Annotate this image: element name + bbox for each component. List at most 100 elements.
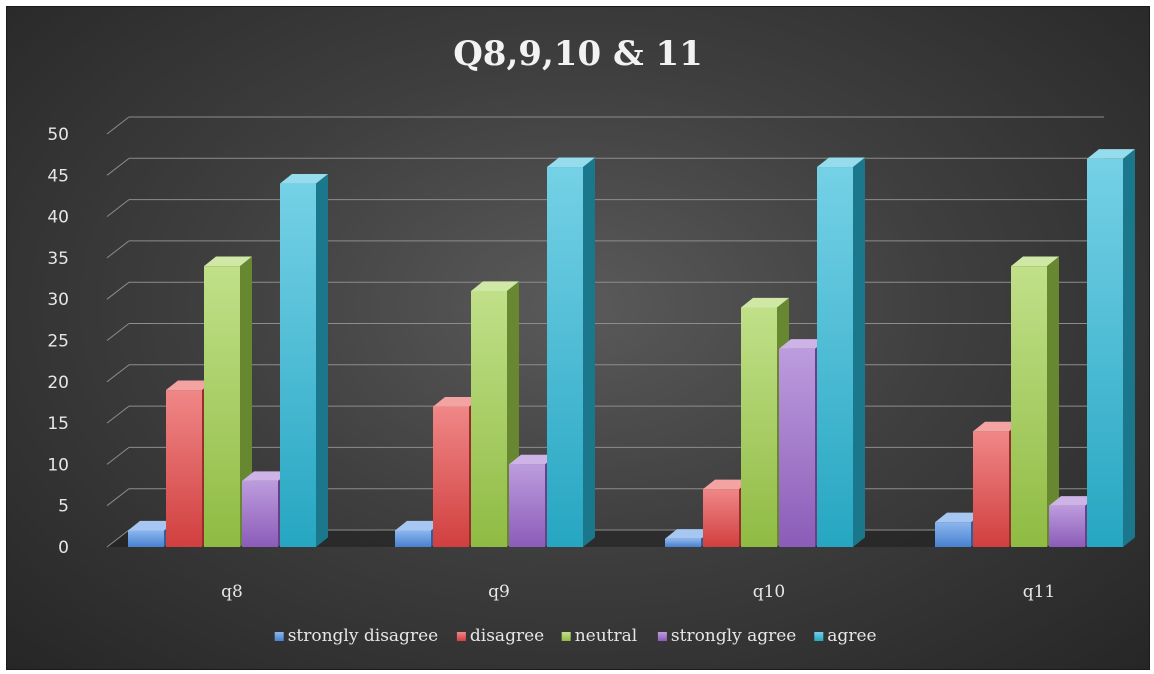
bar-front: [1049, 505, 1085, 547]
gridline-depth: [106, 157, 130, 176]
bar-top: [395, 520, 443, 531]
bar-front: [471, 290, 507, 547]
gridline: [106, 240, 1104, 259]
bar-top: [280, 173, 328, 184]
bar: [1087, 149, 1135, 547]
bar-side: [853, 157, 865, 547]
gridline-depth: [106, 281, 130, 300]
bar-front: [779, 348, 815, 547]
bars: [128, 149, 1135, 548]
bar-top: [509, 454, 557, 465]
bar-top: [128, 520, 176, 531]
bar-front: [509, 464, 545, 547]
gridline: [106, 364, 1104, 383]
gridline: [106, 281, 1104, 300]
bar-side: [583, 157, 595, 547]
bar-front: [280, 183, 316, 547]
bar: [547, 157, 595, 548]
bar-top: [547, 157, 595, 168]
legend-swatch: [274, 632, 284, 641]
y-tick-label: 20: [47, 373, 69, 393]
x-tick-label: q9: [488, 582, 510, 602]
legend-label: agree: [827, 626, 876, 646]
bar-top: [433, 396, 481, 407]
legend-item: strongly disagree: [274, 626, 439, 646]
legend-item: agree: [814, 626, 877, 646]
legend-label: neutral: [575, 626, 638, 646]
legend-item: neutral: [561, 626, 638, 646]
bar-front: [433, 406, 469, 547]
legend-swatch: [456, 632, 466, 641]
y-tick-label: 45: [47, 166, 69, 186]
bar-front: [128, 530, 164, 547]
bar-side: [240, 256, 252, 547]
legend-swatch: [814, 632, 824, 641]
bar-top: [166, 380, 214, 391]
bar-front: [665, 538, 701, 547]
gridline-depth: [106, 116, 130, 135]
bar-top: [1087, 149, 1135, 159]
x-axis: q8 q9 q10 q11: [221, 582, 1055, 602]
bar-top: [779, 339, 827, 349]
legend-swatch: [657, 632, 667, 641]
y-tick-label: 35: [47, 249, 69, 269]
gridline: [106, 157, 1104, 176]
gridline: [106, 199, 1104, 217]
gridline-depth: [106, 199, 130, 217]
gridline: [106, 116, 1104, 135]
bar-front: [935, 522, 971, 547]
y-tick-label: 0: [58, 538, 69, 558]
bar-front: [703, 489, 739, 547]
bar-front: [395, 530, 431, 547]
legend-item: strongly agree: [657, 626, 796, 646]
bar-front: [166, 390, 202, 547]
bar-front: [1011, 266, 1047, 547]
bar-top: [242, 471, 290, 481]
bar-front: [547, 167, 583, 548]
bar: [817, 157, 865, 548]
bar: [1011, 256, 1059, 547]
y-tick-label: 30: [47, 290, 69, 310]
y-tick-label: 40: [47, 208, 69, 228]
legend-swatch: [561, 632, 571, 641]
x-tick-label: q10: [753, 582, 786, 602]
bar-top: [665, 529, 713, 539]
gridline-depth: [106, 323, 130, 341]
bar-side: [1123, 149, 1135, 547]
gridline: [106, 446, 1104, 465]
bar-front: [817, 167, 853, 548]
bar-front: [973, 431, 1009, 547]
bar-top: [1049, 496, 1097, 506]
x-tick-label: q11: [1023, 582, 1056, 602]
bar: [280, 173, 328, 547]
legend: strongly disagree disagree neutral strongly…: [274, 626, 877, 646]
bar-top: [703, 479, 751, 490]
bar-top: [741, 297, 789, 308]
gridline-depth: [106, 529, 130, 548]
y-tick-label: 25: [47, 332, 69, 352]
bar-front: [242, 480, 278, 547]
bar-front: [1087, 158, 1123, 547]
bar: [204, 256, 252, 547]
y-tick-label: 10: [47, 455, 69, 475]
gridline-depth: [106, 488, 130, 507]
gridline-depth: [106, 447, 130, 465]
gridline: [106, 405, 1104, 424]
x-tick-label: q8: [221, 582, 243, 602]
legend-label: strongly disagree: [288, 626, 439, 646]
bar-top: [204, 256, 252, 267]
y-tick-label: 5: [58, 497, 69, 517]
bar-top: [973, 421, 1021, 432]
legend-item: disagree: [456, 626, 544, 646]
legend-label: strongly agree: [671, 626, 796, 646]
chart-title: Q8,9,10 & 11: [453, 34, 703, 74]
bar-top: [935, 512, 983, 523]
chart-frame: Q8,9,10 & 11 0 5 10 15 20 25 30 35 40 45 50 q8 q9 q1…: [6, 6, 1150, 670]
y-axis: 0 5 10 15 20 25 30 35 40 45 50: [47, 125, 69, 558]
bar-top: [471, 281, 519, 291]
bar-top: [1011, 256, 1059, 267]
bar-front: [204, 266, 240, 547]
bar-top: [817, 157, 865, 168]
legend-label: disagree: [470, 626, 544, 646]
gridline-depth: [106, 364, 130, 383]
